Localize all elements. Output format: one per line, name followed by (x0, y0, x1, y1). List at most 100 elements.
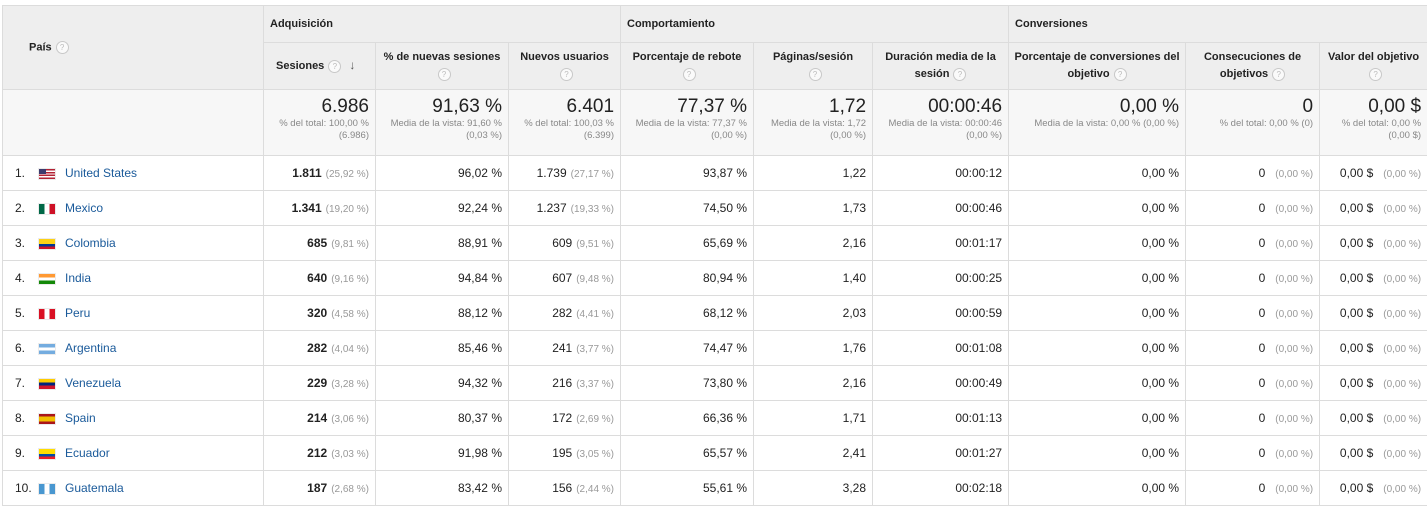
column-header-conversion-rate[interactable]: Porcentaje de conversiones del objetivo? (1009, 43, 1186, 90)
conversion-rate-cell: 0,00 % (1009, 226, 1186, 261)
new-users-value: 607 (552, 271, 572, 285)
country-link[interactable]: Guatemala (65, 481, 124, 495)
column-header-goal-value[interactable]: Valor del objetivo? (1320, 43, 1427, 90)
column-header-bounce-rate[interactable]: Porcentaje de rebote? (621, 43, 754, 90)
new-users-percent: (2,69 %) (576, 414, 614, 425)
column-header-sessions[interactable]: Sesiones?↓ (264, 43, 376, 90)
pages-per-session-cell: 1,22 (754, 156, 873, 191)
group-header-conversions: Conversiones (1009, 6, 1427, 43)
goal-value: 0,00 $ (1340, 446, 1373, 460)
column-header-new-sessions[interactable]: % de nuevas sesiones? (376, 43, 509, 90)
goal-value-cell: 0,00 $(0,00 %) (1320, 261, 1427, 296)
new-users-cell: 241(3,77 %) (509, 331, 621, 366)
sessions-cell: 229(3,28 %) (264, 366, 376, 401)
sessions-percent: (4,04 %) (331, 344, 369, 355)
column-header-avg-duration[interactable]: Duración media de la sesión? (873, 43, 1009, 90)
country-link[interactable]: Ecuador (65, 446, 110, 460)
column-header-pages-per-session[interactable]: Páginas/sesión? (754, 43, 873, 90)
goal-value: 0,00 $ (1340, 201, 1373, 215)
pages-per-session-cell: 1,76 (754, 331, 873, 366)
column-header-new-users[interactable]: Nuevos usuarios? (509, 43, 621, 90)
goal-completions-cell: 0(0,00 %) (1186, 471, 1320, 506)
new-users-value: 1.237 (537, 201, 567, 215)
sessions-value: 685 (307, 236, 327, 250)
goal-completions-percent: (0,00 %) (1275, 204, 1313, 215)
total-subtext: Media de la vista: 91,60 % (0,03 %) (380, 118, 502, 142)
sessions-percent: (19,20 %) (326, 204, 369, 215)
avg-duration-cell: 00:00:46 (873, 191, 1009, 226)
country-link[interactable]: Argentina (65, 341, 116, 355)
totals-cell: 6.986% del total: 100,00 % (6.986) (264, 90, 376, 156)
totals-cell: 77,37 %Media de la vista: 77,37 % (0,00 … (621, 90, 754, 156)
help-icon[interactable]: ? (1369, 68, 1382, 81)
total-subtext: % del total: 100,00 % (6.986) (268, 118, 369, 142)
row-number: 3. (15, 236, 39, 250)
goal-value-cell: 0,00 $(0,00 %) (1320, 401, 1427, 436)
column-header-goal-completions[interactable]: Consecuciones de objetivos? (1186, 43, 1320, 90)
goal-completions-percent: (0,00 %) (1275, 379, 1313, 390)
goal-value: 0,00 $ (1340, 166, 1373, 180)
help-icon[interactable]: ? (56, 41, 69, 54)
new-users-percent: (19,33 %) (571, 204, 614, 215)
goal-value-cell: 0,00 $(0,00 %) (1320, 331, 1427, 366)
sessions-value: 187 (307, 481, 327, 495)
help-icon[interactable]: ? (683, 68, 696, 81)
sessions-percent: (25,92 %) (326, 169, 369, 180)
goal-completions-percent: (0,00 %) (1275, 309, 1313, 320)
country-link[interactable]: Mexico (65, 201, 103, 215)
goal-completions-cell: 0(0,00 %) (1186, 261, 1320, 296)
conversion-rate-cell: 0,00 % (1009, 261, 1186, 296)
new-users-value: 216 (552, 376, 572, 390)
new-sessions-cell: 88,12 % (376, 296, 509, 331)
goal-completions-cell: 0(0,00 %) (1186, 366, 1320, 401)
country-link[interactable]: India (65, 271, 91, 285)
column-header-label: Duración media de la sesión (885, 51, 996, 80)
sort-descending-icon[interactable]: ↓ (349, 58, 355, 72)
help-icon[interactable]: ? (438, 68, 451, 81)
bounce-rate-cell: 80,94 % (621, 261, 754, 296)
total-value: 0,00 $ (1324, 96, 1421, 118)
bounce-rate-cell: 55,61 % (621, 471, 754, 506)
sessions-value: 229 (307, 376, 327, 390)
bounce-rate-cell: 65,57 % (621, 436, 754, 471)
country-link[interactable]: Colombia (65, 236, 116, 250)
help-icon[interactable]: ? (560, 68, 573, 81)
goal-value-percent: (0,00 %) (1383, 309, 1421, 320)
goal-value: 0,00 $ (1340, 271, 1373, 285)
new-users-cell: 195(3,05 %) (509, 436, 621, 471)
goal-completions-percent: (0,00 %) (1275, 344, 1313, 355)
goal-value-percent: (0,00 %) (1383, 449, 1421, 460)
help-icon[interactable]: ? (1272, 68, 1285, 81)
bounce-rate-cell: 65,69 % (621, 226, 754, 261)
country-header[interactable]: País? (3, 6, 264, 90)
sessions-percent: (4,58 %) (331, 309, 369, 320)
country-cell: 8.Spain (3, 401, 264, 436)
ec-flag-icon (39, 449, 55, 459)
country-link[interactable]: Venezuela (65, 376, 121, 390)
country-cell: 4.India (3, 261, 264, 296)
country-link[interactable]: United States (65, 166, 137, 180)
column-header-label: Valor del objetivo (1328, 51, 1419, 63)
help-icon[interactable]: ? (809, 68, 822, 81)
help-icon[interactable]: ? (328, 60, 341, 73)
goal-value: 0,00 $ (1340, 341, 1373, 355)
pages-per-session-cell: 1,73 (754, 191, 873, 226)
new-users-percent: (2,44 %) (576, 484, 614, 495)
conversion-rate-cell: 0,00 % (1009, 296, 1186, 331)
pages-per-session-cell: 2,41 (754, 436, 873, 471)
new-users-value: 241 (552, 341, 572, 355)
country-link[interactable]: Spain (65, 411, 96, 425)
row-number: 9. (15, 446, 39, 460)
help-icon[interactable]: ? (1114, 68, 1127, 81)
total-value: 77,37 % (625, 96, 747, 118)
new-users-cell: 1.237 (19,33 %) (509, 191, 621, 226)
country-link[interactable]: Peru (65, 306, 90, 320)
goal-value-percent: (0,00 %) (1383, 239, 1421, 250)
us-flag-icon (39, 169, 55, 179)
new-sessions-cell: 94,32 % (376, 366, 509, 401)
sessions-cell: 640(9,16 %) (264, 261, 376, 296)
help-icon[interactable]: ? (953, 68, 966, 81)
bounce-rate-cell: 66,36 % (621, 401, 754, 436)
